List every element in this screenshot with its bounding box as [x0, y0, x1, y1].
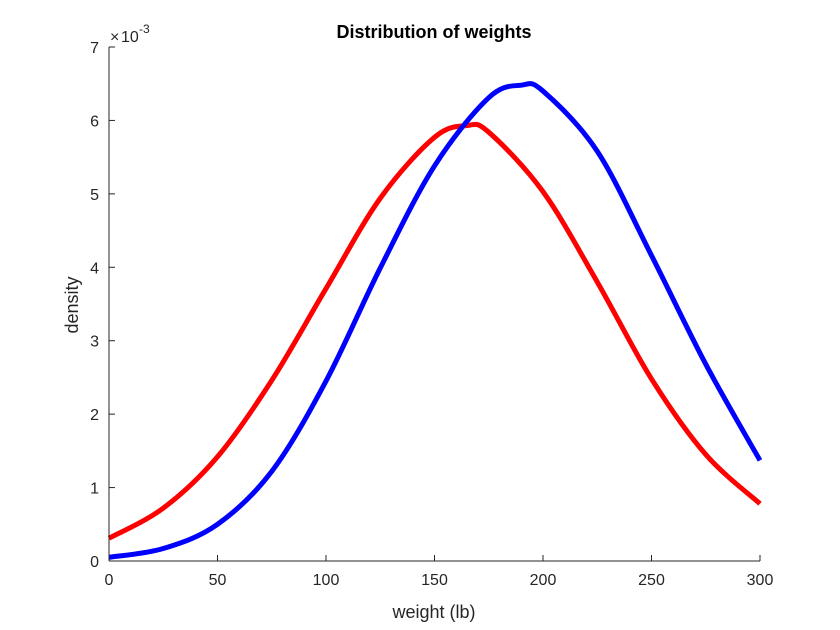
- x-axis-label: weight (lb): [391, 602, 475, 622]
- series-line-2: [108, 81, 763, 560]
- y-tick-label: 4: [90, 260, 99, 277]
- y-axis-label: density: [62, 276, 82, 333]
- times-sign: ×: [110, 29, 119, 46]
- axes-layer: 0 50 100 150 200 250 300 0 1 2 3 4 5 6 7: [90, 40, 773, 589]
- x-tick-label: 50: [209, 572, 227, 589]
- x-tick-label: 150: [421, 572, 448, 589]
- exponent-power: -3: [139, 22, 150, 36]
- series-layer: [107, 81, 763, 560]
- y-exponent-label: × 10 -3: [110, 22, 150, 46]
- x-tick-label: 200: [530, 572, 557, 589]
- y-tick-label: 0: [90, 554, 99, 571]
- y-tick-label: 5: [90, 187, 99, 204]
- exponent-base: 10: [121, 29, 139, 46]
- y-tick-label: 3: [90, 334, 99, 351]
- x-tick-label: 250: [638, 572, 665, 589]
- x-tick-label: 0: [105, 572, 114, 589]
- x-tick-label: 100: [313, 572, 340, 589]
- x-tick-label: 300: [747, 572, 774, 589]
- y-tick-label: 7: [90, 40, 99, 57]
- y-tick-label: 1: [90, 481, 99, 498]
- y-tick-label: 2: [90, 407, 99, 424]
- series-line-1: [107, 121, 762, 541]
- y-tick-label: 6: [90, 113, 99, 130]
- chart-title: Distribution of weights: [337, 22, 532, 42]
